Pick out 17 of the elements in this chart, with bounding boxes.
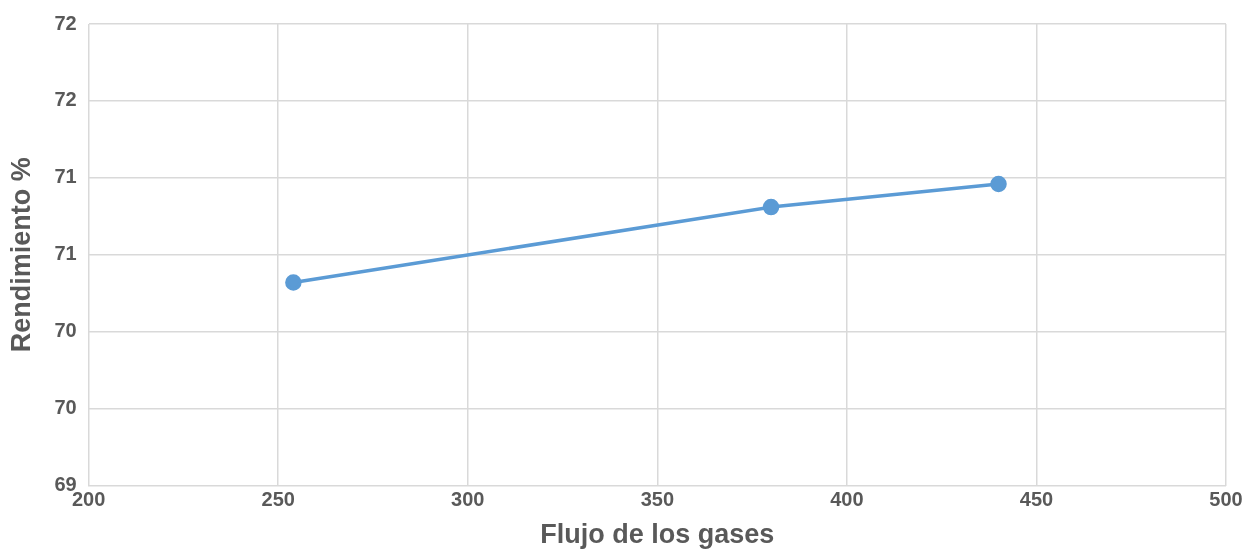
- y-tick-label: 71: [54, 165, 77, 188]
- x-tick-label: 300: [451, 488, 485, 511]
- y-tick-label: 70: [54, 396, 77, 419]
- x-tick-label: 350: [640, 488, 675, 511]
- point: [762, 198, 780, 216]
- y-tick-label: 72: [54, 88, 77, 111]
- x-tick-label: 400: [830, 488, 864, 511]
- x-axis-title: Flujo de los gases: [540, 519, 775, 550]
- x-tick-label: 250: [261, 488, 295, 511]
- y-tick-label: 72: [54, 11, 77, 34]
- point: [285, 274, 302, 291]
- y-axis-title: Rendimiento %: [5, 157, 36, 353]
- y-tick-label: 71: [54, 242, 77, 265]
- y-tick-label: 70: [54, 319, 77, 342]
- point: [990, 175, 1007, 193]
- x-tick-label: 500: [1209, 488, 1243, 511]
- x-tick-label: 450: [1019, 488, 1054, 511]
